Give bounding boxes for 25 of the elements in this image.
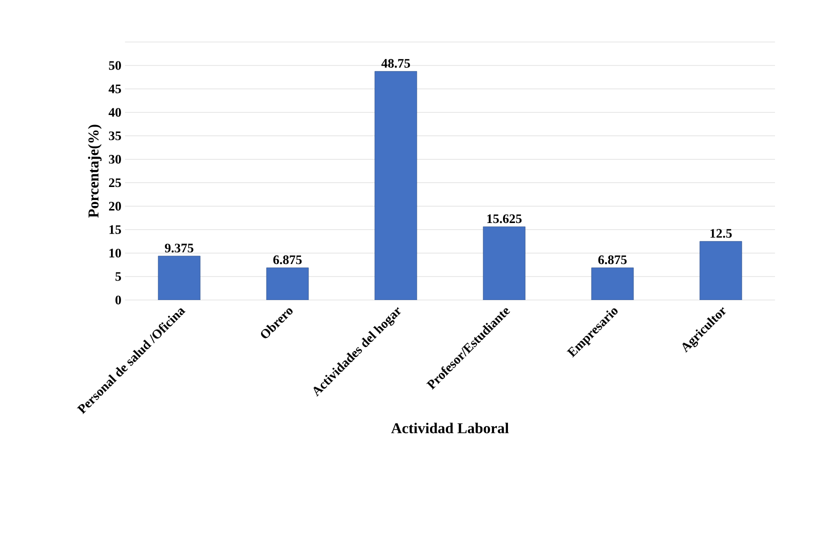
y-tick-label: 50 [108, 61, 121, 70]
data-label: 48.75 [381, 58, 410, 68]
y-tick-label: 20 [109, 202, 121, 211]
bar [482, 226, 526, 300]
y-tick-label: 5 [115, 272, 121, 281]
bar [700, 241, 742, 300]
y-tick-label: 10 [110, 248, 121, 258]
bar [266, 268, 309, 300]
y-tick-label: 25 [109, 178, 121, 188]
data-label: 6.875 [273, 255, 302, 264]
y-axis-title: Porcentaje(%) [88, 124, 102, 218]
data-label: 12.5 [710, 229, 732, 238]
y-tick-label: 45 [108, 84, 121, 94]
bar [158, 256, 200, 300]
y-tick-label: 30 [108, 154, 121, 164]
y-tick-label: 35 [108, 131, 121, 140]
data-label: 6.875 [598, 255, 627, 264]
bar [374, 71, 418, 300]
x-axis-title: Actividad Laboral [391, 422, 509, 434]
y-tick-label: 40 [108, 108, 121, 117]
y-tick-label: 15 [110, 225, 121, 234]
data-label: 15.625 [487, 214, 522, 224]
bar [591, 268, 634, 300]
y-tick-label: 0 [115, 296, 121, 304]
data-label: 9.375 [164, 244, 194, 252]
